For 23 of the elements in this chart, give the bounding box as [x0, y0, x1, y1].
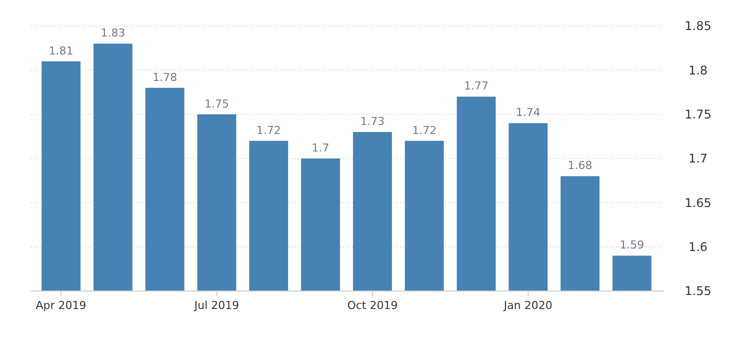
- y-tick-label: 1.65: [684, 196, 712, 210]
- data-label: 1.72: [256, 124, 281, 137]
- y-tick-label: 1.7: [688, 152, 708, 166]
- data-label: 1.81: [48, 44, 74, 58]
- data-label: 1.83: [100, 26, 126, 40]
- y-tick-label: 1.75: [684, 108, 712, 122]
- data-label: 1.7: [312, 142, 330, 154]
- x-tick-label: Jul 2019: [193, 299, 240, 312]
- x-tick-label: Jan 2020: [502, 299, 552, 312]
- y-tick-label: 1.55: [684, 284, 712, 298]
- data-label: 1.78: [152, 70, 178, 84]
- data-label: 1.77: [464, 80, 488, 93]
- data-label: 1.68: [568, 159, 592, 172]
- data-label: 1.72: [412, 124, 437, 137]
- x-tick-label: Apr 2019: [36, 299, 86, 312]
- data-label: 1.73: [360, 115, 385, 128]
- y-tick-label: 1.6: [688, 240, 708, 254]
- y-tick-label: 1.8: [688, 63, 708, 78]
- data-label: 1.75: [204, 97, 230, 110]
- data-label: 1.74: [516, 106, 540, 120]
- x-tick-label: Oct 2019: [347, 299, 398, 312]
- data-label: 1.59: [620, 238, 644, 252]
- y-tick-label: 1.85: [684, 19, 712, 34]
